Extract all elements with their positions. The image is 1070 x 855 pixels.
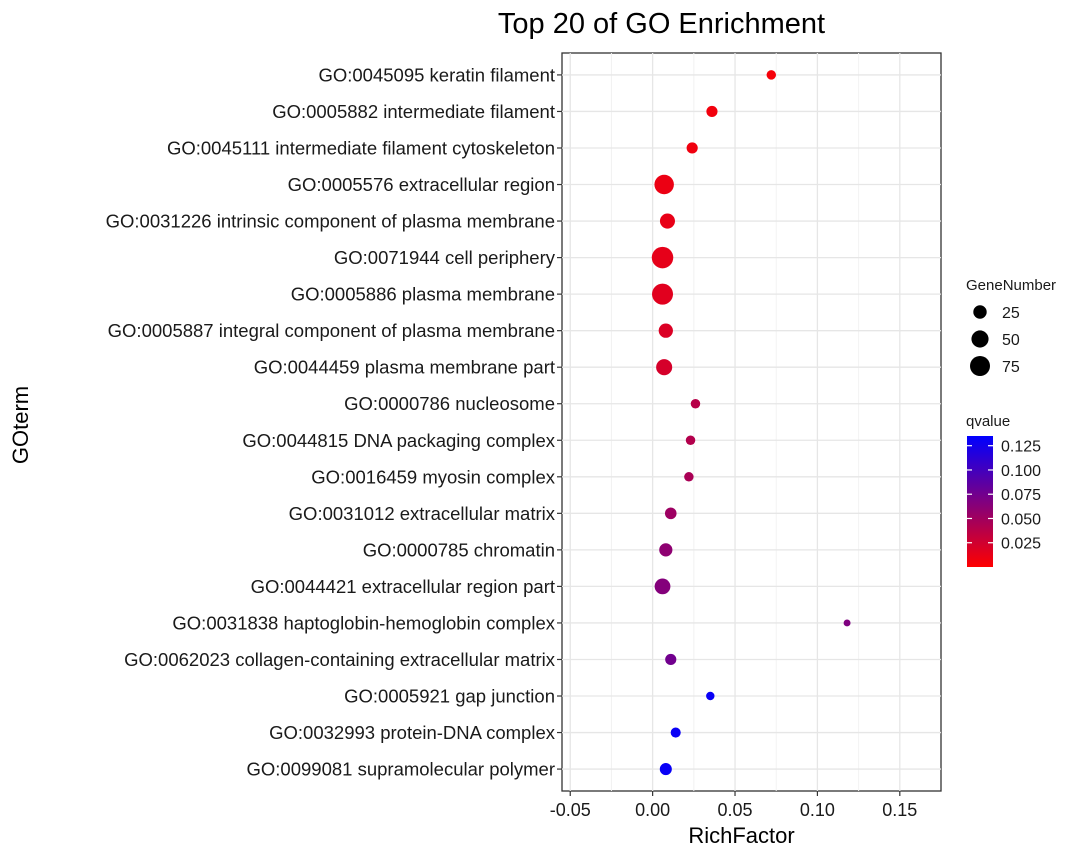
go-term-label: GO:0044459 plasma membrane part	[254, 357, 555, 378]
y-axis-labels: GO:0045095 keratin filament GO:0005882 in…	[106, 64, 562, 780]
gene-number-legend-key	[971, 330, 989, 348]
data-point	[685, 435, 696, 446]
y-axis-title: GOterm	[8, 386, 33, 464]
data-point	[706, 691, 715, 701]
data-point	[706, 105, 718, 118]
go-term-label: GO:0005921 gap junction	[344, 686, 555, 707]
qvalue-tick-label: 0.075	[1001, 487, 1041, 504]
data-point	[654, 578, 671, 595]
go-term-label: GO:0044421 extracellular region part	[251, 576, 555, 597]
data-point	[652, 283, 674, 305]
go-term-label: GO:0005882 intermediate filament	[272, 101, 555, 122]
go-term-label: GO:0000785 chromatin	[363, 539, 555, 560]
plot-panel	[561, 52, 942, 792]
data-point	[656, 359, 673, 376]
data-point	[690, 398, 701, 409]
data-point	[670, 727, 681, 738]
x-tick-label: 0.15	[882, 800, 917, 820]
go-term-label: GO:0005886 plasma membrane	[291, 284, 555, 305]
data-points	[651, 70, 851, 776]
go-term-label: GO:0005887 integral component of plasma …	[108, 320, 555, 341]
go-term-label: GO:0099081 supramolecular polymer	[247, 759, 556, 780]
go-term-label: GO:0032993 protein-DNA complex	[269, 722, 556, 743]
chart-title: Top 20 of GO Enrichment	[498, 8, 825, 40]
gene-number-legend-label: 50	[1002, 332, 1020, 349]
go-term-label: GO:0031226 intrinsic component of plasma…	[106, 211, 555, 232]
go-term-label: GO:0031012 extracellular matrix	[289, 503, 556, 524]
gene-number-legend-title: GeneNumber	[966, 277, 1056, 294]
grid-lines	[562, 53, 941, 791]
gene-number-legend-label: 75	[1002, 359, 1020, 376]
qvalue-tick-label: 0.050	[1001, 511, 1041, 528]
qvalue-tick-label: 0.100	[1001, 463, 1041, 480]
gene-number-legend-key	[973, 305, 987, 319]
go-term-label: GO:0045111 intermediate filament cytoske…	[167, 137, 555, 158]
gene-number-legend-label: 25	[1002, 305, 1020, 322]
x-axis-title: RichFactor	[688, 823, 794, 848]
go-term-label: GO:0071944 cell periphery	[334, 247, 556, 268]
qvalue-tick-label: 0.025	[1001, 536, 1041, 553]
go-term-label: GO:0005576 extracellular region	[288, 174, 555, 195]
go-term-label: GO:0044815 DNA packaging complex	[242, 430, 555, 451]
x-axis: -0.05 0.00 0.05 0.10 0.15	[550, 791, 917, 820]
x-tick-label: -0.05	[550, 800, 591, 820]
data-point	[664, 507, 677, 520]
go-term-label: GO:0000786 nucleosome	[344, 393, 555, 414]
go-term-label: GO:0016459 myosin complex	[311, 466, 555, 487]
go-term-label: GO:0031838 haptoglobin-hemoglobin comple…	[172, 612, 555, 633]
qvalue-legend-title: qvalue	[966, 413, 1010, 430]
data-point	[651, 246, 674, 269]
data-point	[686, 142, 698, 154]
gene-number-legend-key	[970, 356, 990, 376]
go-term-label: GO:0045095 keratin filament	[318, 64, 555, 85]
gene-number-legend: GeneNumber 25 50 75	[966, 277, 1056, 376]
x-tick-label: 0.10	[800, 800, 835, 820]
data-point	[665, 653, 677, 666]
qvalue-colorbar	[967, 436, 993, 567]
x-tick-label: 0.00	[635, 800, 670, 820]
data-point	[658, 323, 673, 338]
data-point	[659, 213, 675, 229]
data-point	[654, 174, 674, 195]
data-point	[659, 763, 672, 776]
data-point	[684, 472, 694, 482]
qvalue-tick-label: 0.125	[1001, 439, 1041, 456]
data-point	[843, 619, 851, 627]
go-term-label: GO:0062023 collagen-containing extracell…	[124, 649, 556, 670]
data-point	[766, 70, 777, 80]
x-tick-label: 0.05	[717, 800, 752, 820]
qvalue-legend: qvalue 0.125 0.100 0.075 0.050 0.025	[966, 413, 1041, 567]
data-point	[659, 543, 673, 557]
